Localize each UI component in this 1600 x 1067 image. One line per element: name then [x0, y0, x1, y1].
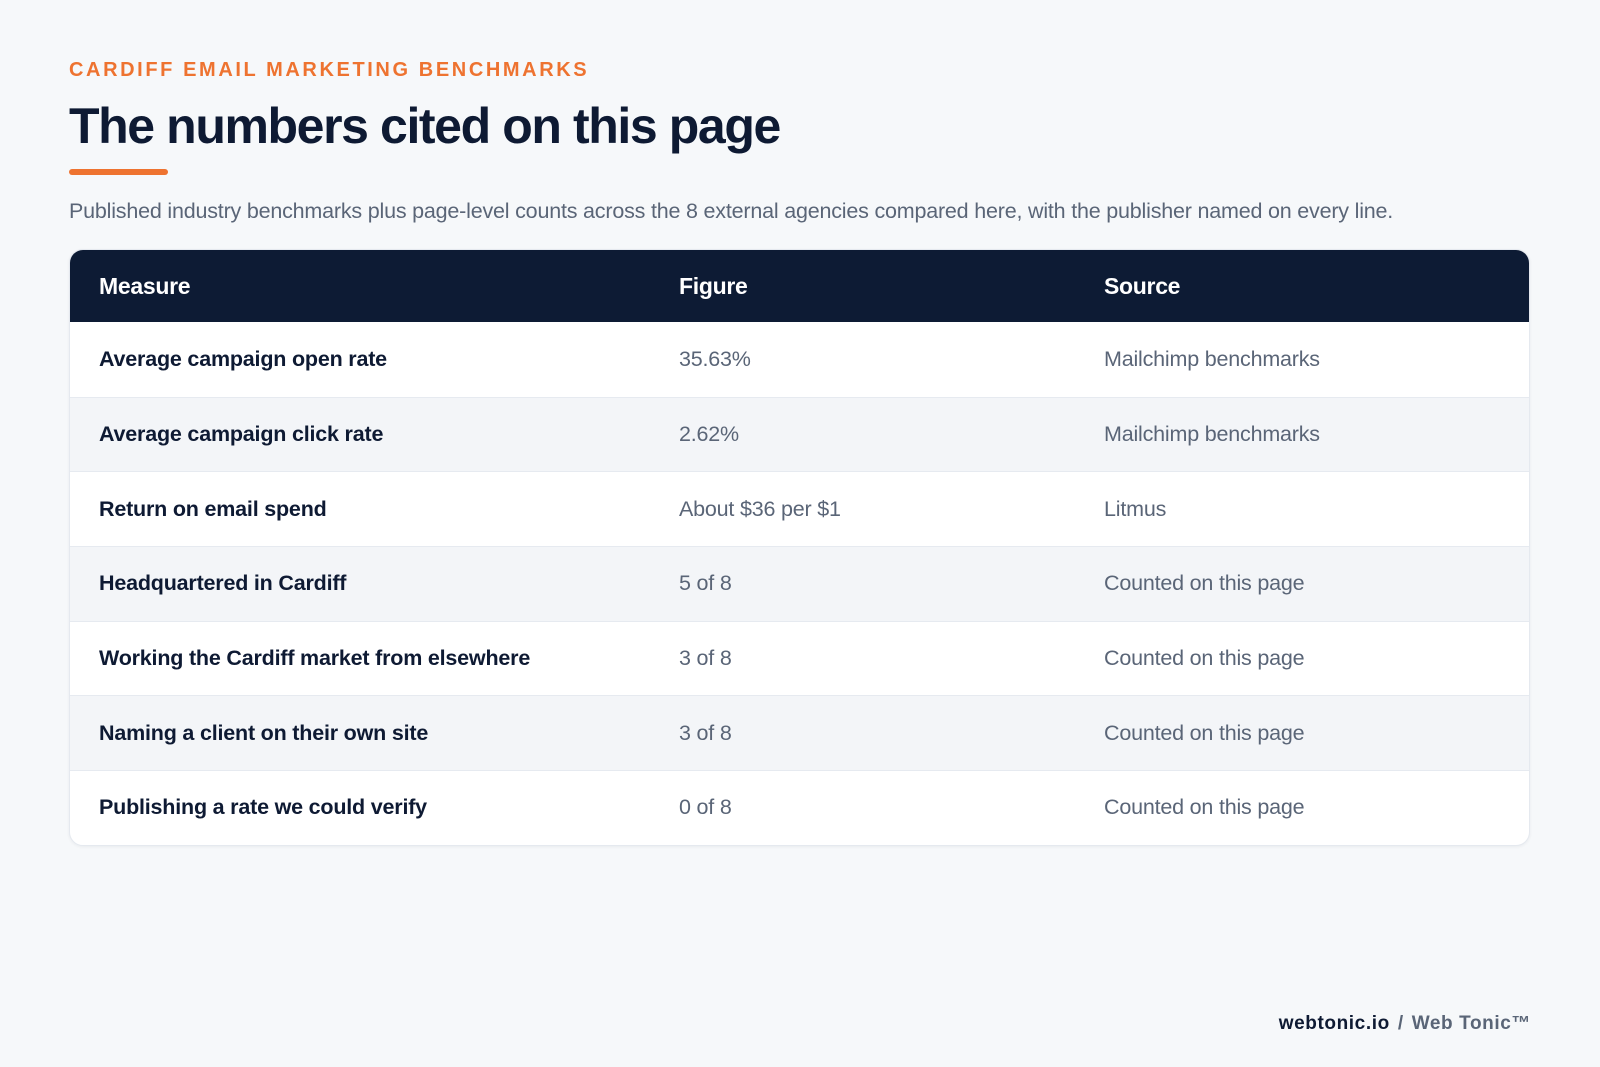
source-cell: Mailchimp benchmarks: [1104, 346, 1320, 371]
title-accent-bar: [69, 169, 168, 175]
source-cell: Counted on this page: [1104, 795, 1305, 820]
page-subtitle: Published industry benchmarks plus page-…: [69, 199, 1394, 223]
footer-credit: webtonic.io / Web Tonic™: [1279, 1012, 1531, 1036]
footer-separator: /: [1397, 1013, 1404, 1034]
measure-cell: Working the Cardiff market from elsewher…: [99, 646, 531, 671]
source-cell: Counted on this page: [1104, 571, 1305, 596]
table-row: Working the Cardiff market from elsewher…: [70, 620, 1529, 696]
column-header-figure: Figure: [679, 272, 748, 299]
table-row: Publishing a rate we could verify 0 of 8…: [70, 770, 1529, 845]
measure-cell: Publishing a rate we could verify: [99, 795, 427, 820]
figure-cell: 3 of 8: [679, 720, 732, 745]
page-content: CARDIFF EMAIL MARKETING BENCHMARKS The n…: [69, 58, 1530, 846]
source-cell: Counted on this page: [1104, 646, 1305, 671]
figure-cell: 2.62%: [679, 422, 739, 447]
table-row: Headquartered in Cardiff 5 of 8 Counted …: [70, 546, 1529, 621]
table-row: Average campaign click rate 2.62% Mailch…: [70, 396, 1529, 472]
measure-cell: Return on email spend: [99, 496, 327, 521]
table-header: Measure Figure Source: [70, 250, 1529, 322]
column-header-measure: Measure: [99, 272, 191, 299]
benchmarks-table: Measure Figure Source Average campaign o…: [69, 249, 1530, 846]
figure-cell: 0 of 8: [679, 795, 732, 820]
footer-brand: Web Tonic™: [1411, 1013, 1531, 1034]
table-row: Naming a client on their own site 3 of 8…: [70, 695, 1529, 771]
table-row: Return on email spend About $36 per $1 L…: [70, 471, 1529, 546]
figure-cell: 3 of 8: [679, 646, 732, 671]
table-row: Average campaign open rate 35.63% Mailch…: [70, 322, 1529, 397]
footer-domain: webtonic.io: [1278, 1013, 1390, 1034]
source-cell: Litmus: [1104, 496, 1167, 521]
eyebrow-label: CARDIFF EMAIL MARKETING BENCHMARKS: [69, 59, 590, 81]
measure-cell: Average campaign click rate: [99, 422, 384, 447]
source-cell: Mailchimp benchmarks: [1104, 422, 1320, 447]
source-cell: Counted on this page: [1104, 720, 1305, 745]
table-body: Average campaign open rate 35.63% Mailch…: [70, 322, 1529, 845]
column-header-source: Source: [1104, 272, 1181, 299]
measure-cell: Naming a client on their own site: [99, 720, 429, 745]
figure-cell: 35.63%: [679, 346, 751, 371]
figure-cell: About $36 per $1: [679, 496, 841, 521]
page-title: The numbers cited on this page: [69, 98, 781, 154]
measure-cell: Average campaign open rate: [99, 346, 387, 371]
measure-cell: Headquartered in Cardiff: [99, 571, 347, 596]
figure-cell: 5 of 8: [679, 571, 732, 596]
